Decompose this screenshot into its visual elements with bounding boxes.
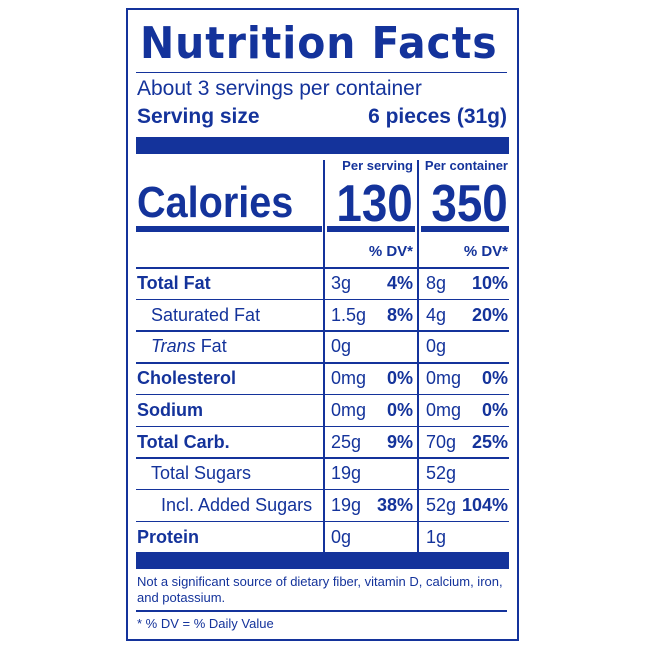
nutrient-row: Trans Fat 0g 0g [128, 330, 517, 362]
nutrient-row: Cholesterol 0mg 0% 0mg 0% [128, 362, 517, 394]
nutrient-label: Total Sugars [151, 463, 252, 484]
row-divider [136, 362, 509, 364]
column-divider-2 [417, 160, 419, 558]
per-serving-header: Per serving [342, 158, 413, 173]
nutrient-row: Total Sugars 19g 52g [128, 457, 517, 489]
calories-per-serving: 130 [336, 175, 413, 233]
row-divider [136, 267, 509, 269]
serving-dv: 9% [386, 431, 413, 452]
serving-dv: 38% [376, 494, 413, 515]
nutrient-label: Protein [137, 526, 200, 547]
calories-bar [421, 226, 509, 232]
container-amount: 52g [426, 494, 457, 515]
nutrient-row: Total Carb. 25g 9% 70g 25% [128, 426, 517, 458]
serving-amount: 25g [331, 431, 362, 452]
calories-per-container: 350 [431, 175, 508, 233]
serving-amount: 0mg [331, 399, 367, 420]
nutrient-label: Total Carb. [137, 431, 230, 452]
calories-bar [136, 226, 322, 232]
row-divider [136, 520, 509, 523]
nutrient-row: Sodium 0mg 0% 0mg 0% [128, 394, 517, 426]
nutrient-label: Trans Fat [151, 336, 227, 357]
serving-dv: 0% [386, 399, 413, 420]
serving-amount: 19g [331, 494, 362, 515]
calories-label: Calories [137, 178, 294, 227]
serving-amount: 1.5g [331, 304, 367, 325]
nutrient-label: Sodium [137, 399, 203, 420]
label-title: Nutrition Facts [140, 18, 498, 69]
nutrient-row: Incl. Added Sugars 19g 38% 52g 104% [128, 489, 517, 521]
container-amount: 8g [426, 273, 447, 293]
container-amount: 70g [426, 431, 457, 452]
column-divider-1 [323, 160, 325, 558]
nutrient-label: Cholesterol [137, 368, 237, 389]
serving-amount: 3g [331, 273, 352, 293]
serving-amount: 19g [331, 463, 362, 484]
row-divider [136, 488, 509, 491]
serving-size-value: 6 pieces (31g) [368, 105, 507, 128]
nutrient-row: Total Fat 3g 4% 8g 10% [128, 267, 517, 299]
row-divider [136, 330, 509, 332]
per-container-header: Per container [424, 158, 508, 173]
container-amount: 0g [426, 336, 447, 357]
divider [136, 72, 507, 73]
divider [136, 610, 507, 612]
serving-dv: 4% [386, 273, 413, 293]
nutrient-row: Protein 0g 1g [128, 521, 517, 553]
container-dv: 0% [481, 399, 508, 420]
thick-bar [136, 552, 509, 569]
footnote-sources: Not a significant source of dietary fibe… [137, 574, 503, 605]
serving-dv: 0% [386, 368, 413, 389]
container-dv: 25% [471, 431, 508, 452]
container-amount: 0mg [426, 399, 462, 420]
container-dv: 10% [471, 273, 508, 293]
serving-amount: 0g [331, 526, 352, 547]
nutrient-row: Saturated Fat 1.5g 8% 4g 20% [128, 299, 517, 331]
nutrient-label: Incl. Added Sugars [161, 494, 313, 515]
container-dv: 20% [471, 304, 508, 325]
nutrient-label: Total Fat [137, 273, 211, 293]
nutrient-label: Saturated Fat [151, 304, 261, 325]
container-amount: 52g [426, 463, 457, 484]
dv-header-serving: % DV* [368, 243, 413, 260]
container-dv: 0% [481, 368, 508, 389]
thick-bar [136, 137, 509, 154]
row-divider [136, 298, 509, 301]
serving-amount: 0g [331, 336, 352, 357]
dv-header-container: % DV* [463, 243, 508, 260]
footnote-dv: * % DV = % Daily Value [137, 616, 274, 631]
calories-bar [327, 226, 415, 232]
serving-size-label: Serving size [137, 105, 260, 128]
container-amount: 4g [426, 304, 447, 325]
serving-amount: 0mg [331, 368, 367, 389]
servings-per-container: About 3 servings per container [137, 77, 422, 100]
row-divider [136, 457, 509, 459]
serving-dv: 8% [386, 304, 413, 325]
container-dv: 104% [461, 494, 508, 515]
row-divider [136, 393, 509, 396]
container-amount: 1g [426, 526, 447, 547]
container-amount: 0mg [426, 368, 462, 389]
nutrition-facts-label: Nutrition Facts About 3 servings per con… [126, 8, 519, 641]
row-divider [136, 425, 509, 427]
